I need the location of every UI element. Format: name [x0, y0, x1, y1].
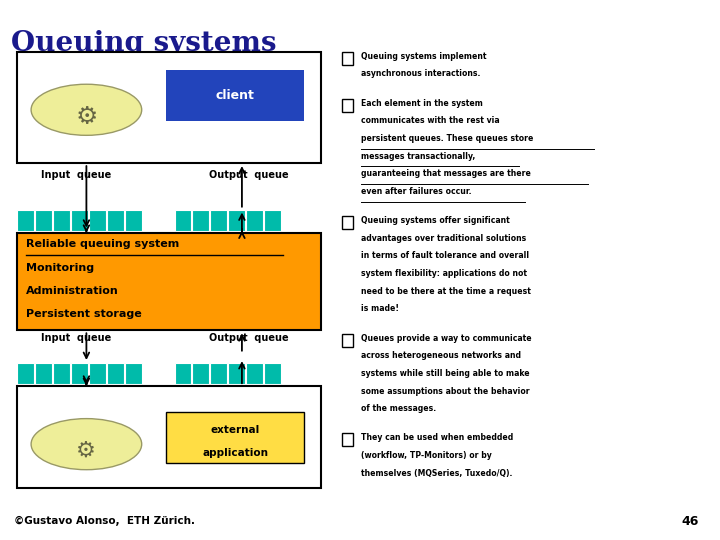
Bar	[192, 210, 209, 231]
Bar	[35, 363, 52, 384]
Text: of the messages.: of the messages.	[361, 404, 436, 413]
Text: Reliable queuing system: Reliable queuing system	[26, 239, 179, 249]
Text: Queuing systems offer significant: Queuing systems offer significant	[361, 216, 510, 225]
Text: system flexibility: applications do not: system flexibility: applications do not	[361, 269, 527, 278]
Text: need to be there at the time a request: need to be there at the time a request	[361, 287, 531, 296]
Bar	[71, 210, 88, 231]
Text: across heterogeneous networks and: across heterogeneous networks and	[361, 351, 521, 360]
Bar	[174, 210, 191, 231]
Text: Output  queue: Output queue	[209, 170, 289, 180]
Bar	[53, 363, 70, 384]
Bar	[71, 363, 88, 384]
Text: Monitoring: Monitoring	[26, 262, 94, 273]
Text: Persistent storage: Persistent storage	[26, 309, 142, 319]
Text: Queuing systems implement: Queuing systems implement	[361, 52, 487, 60]
Bar	[210, 210, 227, 231]
Text: application: application	[202, 448, 268, 458]
Bar	[53, 210, 70, 231]
Bar	[89, 210, 106, 231]
Text: Queues provide a way to communicate: Queues provide a way to communicate	[361, 334, 532, 342]
Ellipse shape	[31, 418, 142, 470]
Text: systems while still being able to make: systems while still being able to make	[361, 369, 530, 378]
Text: even after failures occur.: even after failures occur.	[361, 187, 472, 196]
Bar	[246, 363, 263, 384]
Text: in terms of fault tolerance and overall: in terms of fault tolerance and overall	[361, 252, 529, 260]
Text: guaranteeing that messages are there: guaranteeing that messages are there	[361, 169, 531, 178]
Text: Input  queue: Input queue	[41, 170, 111, 180]
Bar	[89, 363, 106, 384]
Text: persistent queues. These queues store: persistent queues. These queues store	[361, 134, 534, 143]
Bar	[264, 210, 281, 231]
Bar	[125, 210, 142, 231]
Bar	[342, 52, 353, 65]
Bar	[17, 233, 321, 330]
Bar	[174, 363, 191, 384]
Text: advantages over traditional solutions: advantages over traditional solutions	[361, 234, 526, 243]
Bar	[17, 52, 321, 163]
Text: Each element in the system: Each element in the system	[361, 99, 483, 107]
Bar	[35, 210, 52, 231]
Text: external: external	[210, 425, 260, 435]
Text: is made!: is made!	[361, 305, 400, 313]
Text: messages transactionally,: messages transactionally,	[361, 152, 476, 160]
Bar	[342, 434, 353, 447]
Bar	[192, 363, 209, 384]
Bar	[246, 210, 263, 231]
Bar	[107, 210, 124, 231]
Text: themselves (MQSeries, Tuxedo/Q).: themselves (MQSeries, Tuxedo/Q).	[361, 469, 513, 478]
Text: asynchronous interactions.: asynchronous interactions.	[361, 69, 481, 78]
Text: 46: 46	[681, 515, 698, 528]
Text: some assumptions about the behavior: some assumptions about the behavior	[361, 387, 530, 396]
Text: Queuing systems: Queuing systems	[12, 30, 276, 57]
Bar	[342, 334, 353, 347]
Bar	[17, 363, 34, 384]
Bar	[166, 411, 304, 463]
Text: (workflow, TP-Monitors) or by: (workflow, TP-Monitors) or by	[361, 451, 492, 460]
Bar	[17, 386, 321, 488]
Text: ©Gustavo Alonso,  ETH Zürich.: ©Gustavo Alonso, ETH Zürich.	[14, 516, 195, 526]
Bar	[342, 99, 353, 112]
Text: ⚙: ⚙	[75, 105, 98, 129]
Text: They can be used when embedded: They can be used when embedded	[361, 434, 513, 442]
Bar	[17, 210, 34, 231]
Text: Input  queue: Input queue	[41, 333, 111, 343]
Text: ⚙: ⚙	[76, 441, 96, 461]
Text: Administration: Administration	[26, 286, 119, 296]
Bar	[125, 363, 142, 384]
Bar	[107, 363, 124, 384]
Text: Output  queue: Output queue	[209, 333, 289, 343]
Bar	[228, 210, 245, 231]
Bar	[210, 363, 227, 384]
Bar	[166, 70, 304, 122]
Text: client: client	[215, 89, 254, 103]
Bar	[342, 216, 353, 229]
Text: communicates with the rest via: communicates with the rest via	[361, 116, 500, 125]
Bar	[228, 363, 245, 384]
Bar	[264, 363, 281, 384]
Ellipse shape	[31, 84, 142, 136]
